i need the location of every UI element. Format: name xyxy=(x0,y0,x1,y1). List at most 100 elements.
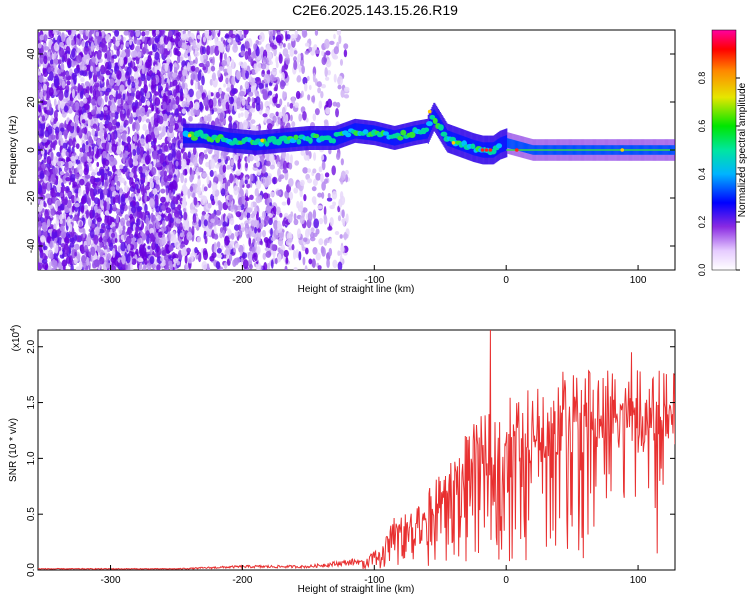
noise-cell xyxy=(53,98,57,107)
noise-cell xyxy=(163,113,168,122)
noise-cell xyxy=(79,220,83,228)
noise-cell xyxy=(66,75,72,81)
noise-cell xyxy=(187,151,191,159)
noise-cell xyxy=(279,212,283,218)
noise-cell xyxy=(115,214,120,224)
noise-cell xyxy=(125,171,129,177)
noise-cell xyxy=(66,57,71,66)
noise-cell xyxy=(287,42,291,50)
noise-cell xyxy=(224,34,231,39)
noise-cell xyxy=(232,122,238,131)
noise-cell xyxy=(269,31,273,42)
noise-cell xyxy=(151,88,157,94)
noise-cell xyxy=(265,64,270,71)
noise-cell xyxy=(90,65,94,72)
noise-cell xyxy=(302,207,308,213)
noise-cell xyxy=(223,83,226,88)
noise-cell xyxy=(107,100,112,107)
noise-cell xyxy=(61,32,65,43)
noise-cell xyxy=(47,98,51,107)
noise-cell xyxy=(243,30,247,39)
noise-cell xyxy=(315,252,321,261)
noise-cell xyxy=(314,108,320,116)
noise-cell xyxy=(47,125,53,135)
noise-cell xyxy=(150,263,156,269)
noise-cell xyxy=(329,40,335,45)
noise-cell xyxy=(153,144,157,151)
noise-cell xyxy=(295,249,300,259)
noise-cell xyxy=(299,215,305,225)
noise-cell xyxy=(317,87,321,94)
noise-cell xyxy=(192,146,197,156)
noise-cell xyxy=(226,87,232,92)
noise-cell xyxy=(192,214,197,224)
noise-cell xyxy=(268,153,275,163)
noise-cell xyxy=(341,218,345,223)
noise-cell xyxy=(298,113,303,122)
noise-cell xyxy=(172,164,176,173)
noise-cell xyxy=(285,56,291,66)
noise-cell xyxy=(255,96,261,106)
noise-cell xyxy=(208,30,212,37)
noise-cell xyxy=(334,231,340,236)
noise-cell xyxy=(46,181,51,192)
noise-cell xyxy=(313,218,320,229)
noise-cell xyxy=(161,249,167,257)
noise-cell xyxy=(136,218,141,226)
noise-cell xyxy=(159,152,165,163)
noise-cell xyxy=(148,163,153,171)
noise-cell xyxy=(147,245,151,250)
noise-cell xyxy=(120,217,126,227)
chart-title: C2E6.2025.143.15.26.R19 xyxy=(292,2,458,18)
noise-cell xyxy=(103,200,107,210)
noise-cell xyxy=(207,202,212,209)
noise-cell xyxy=(296,228,301,239)
noise-cell xyxy=(312,72,316,83)
noise-cell xyxy=(276,161,281,168)
noise-cell xyxy=(181,44,188,50)
noise-cell xyxy=(311,186,317,192)
noise-cell xyxy=(110,125,117,130)
noise-cell xyxy=(51,231,55,242)
noise-cell xyxy=(93,205,98,213)
noise-cell xyxy=(69,109,73,114)
noise-cell xyxy=(231,75,236,86)
noise-cell xyxy=(85,265,89,270)
noise-cell xyxy=(281,201,287,206)
noise-cell xyxy=(104,94,108,103)
noise-cell xyxy=(266,123,273,131)
noise-cell xyxy=(154,51,160,61)
noise-cell xyxy=(78,168,84,175)
noise-cell xyxy=(228,115,233,123)
noise-cell xyxy=(110,112,116,118)
noise-cell xyxy=(167,231,171,242)
noise-cell xyxy=(326,197,333,202)
noise-cell xyxy=(168,189,172,199)
noise-cell xyxy=(195,90,202,100)
noise-cell xyxy=(53,63,57,69)
noise-cell xyxy=(153,126,159,136)
noise-cell xyxy=(323,206,327,217)
noise-cell xyxy=(106,152,110,162)
noise-cell xyxy=(308,258,313,265)
noise-cell xyxy=(96,109,101,116)
noise-cell xyxy=(102,150,107,159)
noise-cell xyxy=(340,245,345,254)
noise-cell xyxy=(156,264,161,270)
noise-cell xyxy=(79,259,83,270)
noise-cell xyxy=(155,237,161,244)
noise-cell xyxy=(307,168,312,173)
noise-cell xyxy=(326,258,330,269)
noise-cell xyxy=(285,256,289,265)
noise-cell xyxy=(205,161,210,168)
noise-cell xyxy=(194,81,198,90)
noise-cell xyxy=(238,121,244,132)
noise-cell xyxy=(338,34,342,45)
noise-cell xyxy=(92,89,97,98)
noise-cell xyxy=(73,67,80,74)
noise-cell xyxy=(107,133,111,141)
noise-cell xyxy=(81,127,87,134)
noise-cell xyxy=(163,174,168,183)
noise-cell xyxy=(67,146,71,153)
noise-cell xyxy=(71,88,75,99)
